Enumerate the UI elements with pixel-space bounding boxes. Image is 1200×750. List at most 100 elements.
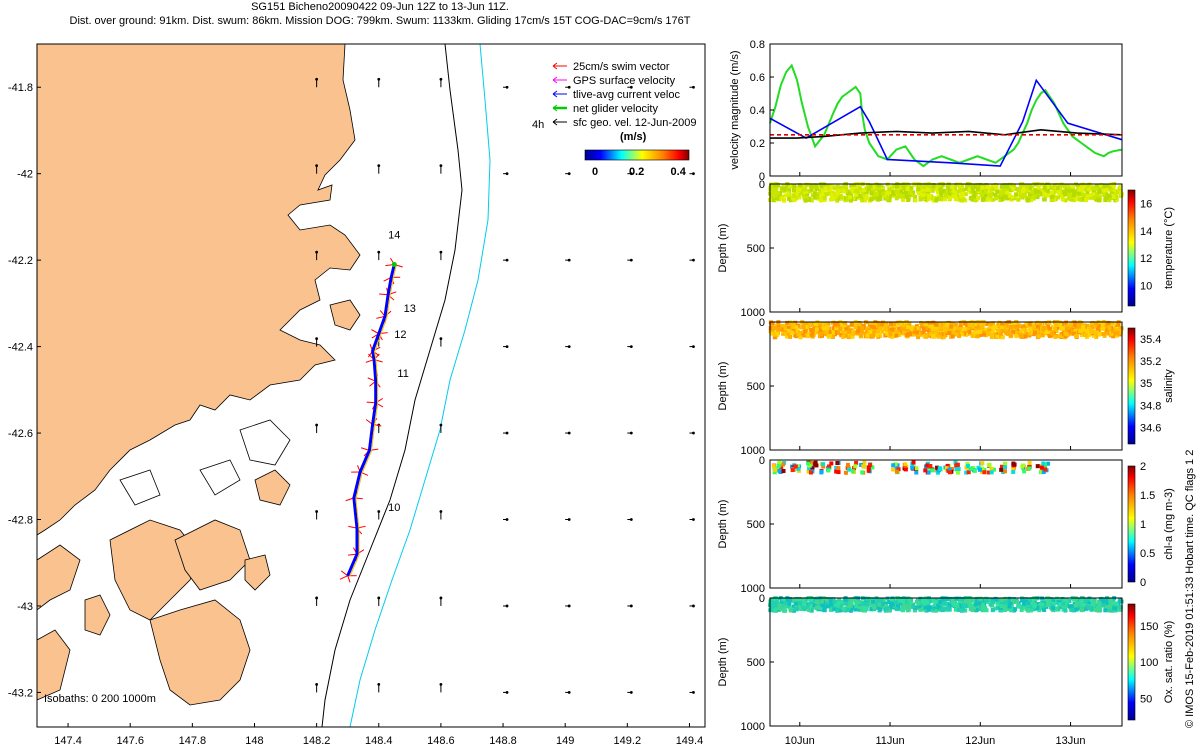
profile-sample	[1107, 608, 1112, 613]
profile-sample	[850, 331, 855, 336]
geo-velocity-arrow	[377, 596, 381, 606]
map-x-axis: 147.4 147.6 147.8 148 148.2 148.4 148.6 148.8 14…	[54, 723, 703, 747]
profile-sample	[903, 189, 908, 194]
profile-sample	[796, 466, 801, 471]
profile-sample	[904, 194, 909, 199]
profile-sample	[1053, 606, 1058, 611]
profile-sample	[833, 329, 838, 334]
profile-sample	[877, 196, 882, 201]
profile-sample	[1021, 463, 1026, 468]
profile-sample	[1025, 186, 1030, 191]
profile-sample	[1004, 321, 1009, 326]
geo-velocity-arrow	[377, 683, 381, 693]
profile-sample	[828, 190, 833, 195]
profile-sample	[912, 329, 917, 334]
profile-sample	[1067, 188, 1072, 193]
profile-sample	[828, 185, 833, 190]
velocity-tick-label: 0	[759, 171, 765, 183]
profile-sample	[871, 603, 876, 608]
current-velocity-track	[346, 264, 396, 577]
profile-sample	[889, 185, 894, 190]
profile-sample	[779, 196, 784, 201]
profile-sample	[970, 188, 975, 193]
profile-sample	[943, 326, 948, 331]
profile-sample	[770, 197, 775, 202]
profile-sample	[1025, 184, 1030, 189]
geostrophic-velocity-arrows	[315, 77, 695, 694]
profile-sample	[994, 187, 999, 192]
profile-sample	[1030, 190, 1035, 195]
profile-sample	[952, 184, 957, 189]
profile-sample	[1073, 603, 1078, 608]
profile-sample	[835, 198, 840, 203]
profile-sample	[956, 470, 961, 475]
profile-sample	[826, 602, 831, 607]
profile-sample	[942, 606, 947, 611]
profile-sample	[980, 605, 985, 610]
profile-sample	[959, 608, 964, 613]
profile-sample	[865, 333, 870, 338]
profile-sample	[1077, 603, 1082, 608]
profile-sample	[950, 184, 955, 189]
profile-sample	[834, 469, 839, 474]
profile-sample	[776, 463, 781, 468]
profile-sample	[776, 182, 781, 187]
geo-velocity-arrow	[689, 518, 695, 521]
profile-sample	[794, 601, 799, 606]
profile-sample	[832, 322, 837, 327]
isobath-200m	[321, 43, 463, 728]
profile-sample	[1055, 182, 1060, 187]
profile-sample	[978, 182, 983, 187]
profile-sample	[955, 462, 960, 467]
profile-sample	[770, 188, 775, 193]
profile-sample	[956, 466, 961, 471]
profile-sample	[773, 187, 778, 192]
profile-sample	[1088, 332, 1093, 337]
colorbar-tick-label: 0.4	[671, 166, 687, 178]
profile-sample	[777, 603, 782, 608]
profile-sample	[1061, 329, 1066, 334]
geo-velocity-arrow	[689, 691, 695, 694]
profile-sample	[896, 190, 901, 195]
profile-sample	[840, 324, 845, 329]
profile-sample	[775, 331, 780, 336]
profile-sample	[928, 188, 933, 193]
time-tick-label: 10Jun	[785, 735, 815, 747]
profile-sample	[873, 186, 878, 191]
profile-sample	[1000, 196, 1005, 201]
map-y-tick-label: -43	[17, 601, 33, 613]
profile-sample	[772, 335, 777, 340]
profile-sample	[893, 462, 898, 467]
profile-sample	[981, 197, 986, 202]
profile-sample	[1067, 329, 1072, 334]
profile-sample	[1023, 334, 1028, 339]
profile-sample	[794, 334, 799, 339]
profile-sample	[948, 322, 953, 327]
profile-sample	[889, 189, 894, 194]
profile-sample	[877, 187, 882, 192]
profile-sample	[814, 184, 819, 189]
profile-sample	[1014, 334, 1019, 339]
profile-sample	[982, 470, 987, 475]
profile-sample	[1011, 324, 1016, 329]
profile-sample	[1037, 608, 1042, 613]
profile-sample	[801, 193, 806, 198]
profile-sample	[801, 604, 806, 609]
profile-sample	[976, 187, 981, 192]
profile-sample	[1011, 467, 1016, 472]
profile-sample	[1104, 190, 1109, 195]
geo-velocity-arrow	[565, 85, 571, 89]
profile-sample	[850, 189, 855, 194]
profile-sample	[935, 470, 940, 475]
profile-sample	[1058, 322, 1063, 327]
profile-sample	[894, 333, 899, 338]
profile-sample	[995, 601, 1000, 606]
profile-sample	[1035, 320, 1040, 325]
profile-sample	[813, 462, 818, 467]
profile-sample	[773, 193, 778, 198]
profile-sample	[1077, 325, 1082, 330]
profile-sample	[1045, 184, 1050, 189]
profile-sample	[773, 468, 778, 473]
time-axis: 10Jun 11Jun 12Jun 13Jun	[785, 172, 1086, 747]
speed-colored-track	[349, 265, 397, 577]
